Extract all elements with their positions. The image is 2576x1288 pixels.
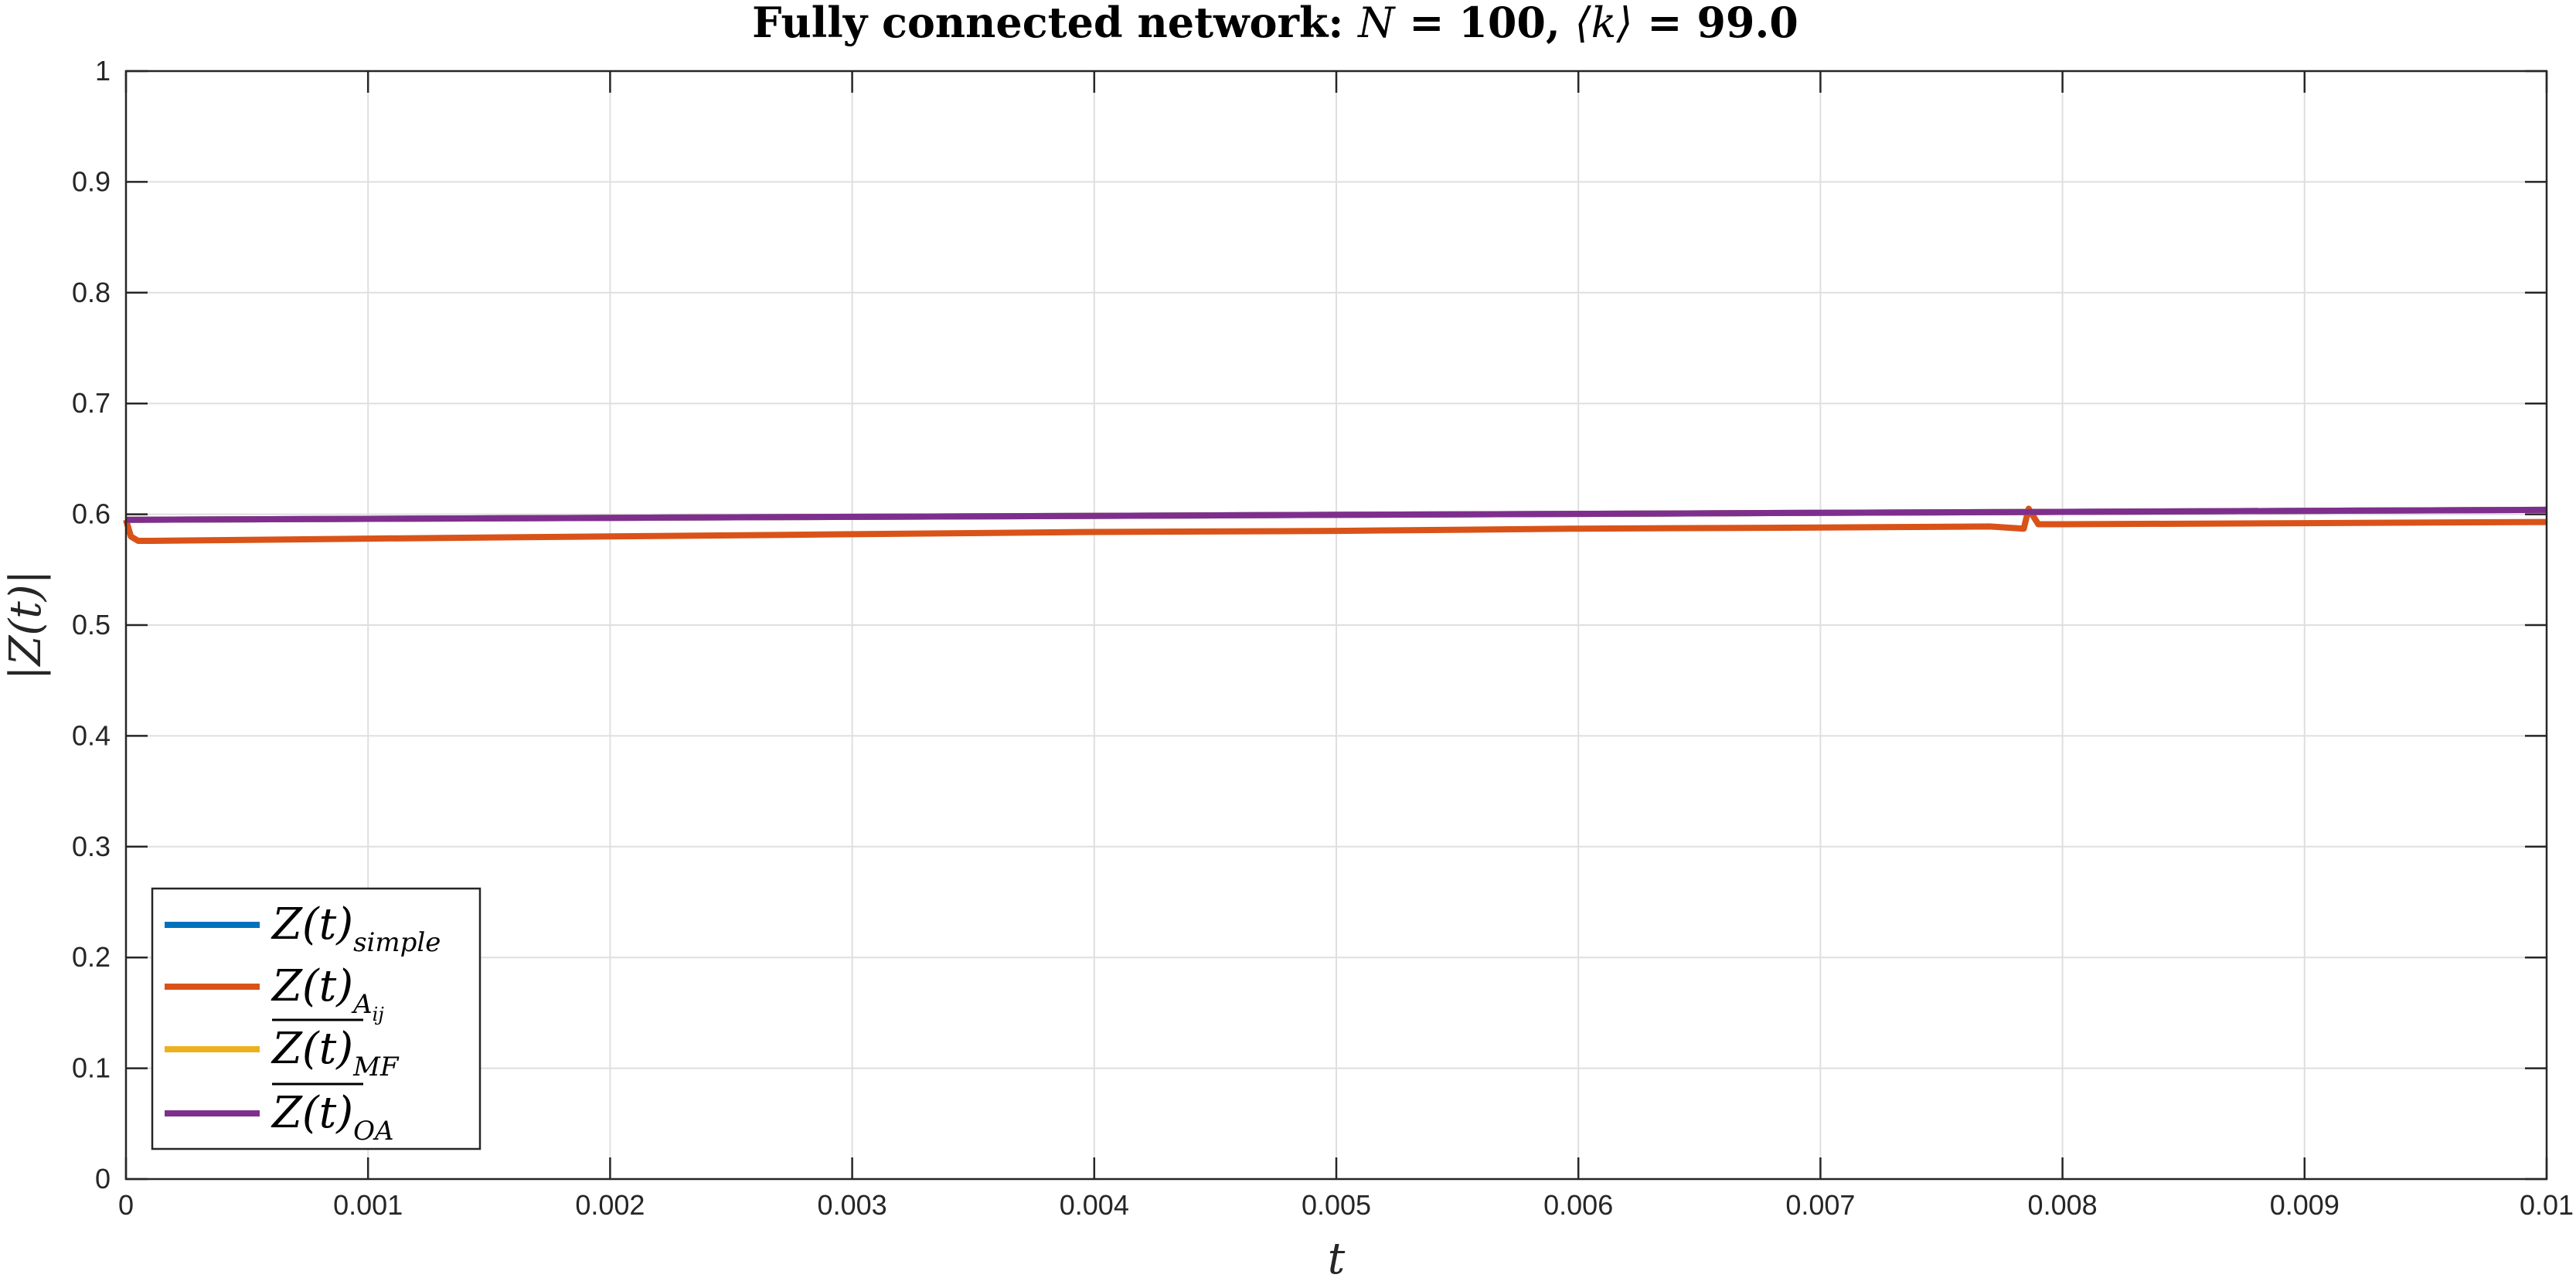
chart-title: Fully connected network: N = 100, ⟨k⟩ = … xyxy=(752,0,1798,47)
x-tick-label: 0.004 xyxy=(1060,1189,1129,1221)
series-line-1 xyxy=(123,505,2547,544)
y-tick-label: 0.6 xyxy=(72,498,111,530)
title-n-eq: = xyxy=(1394,0,1458,47)
x-tick-label: 0.007 xyxy=(1785,1189,1855,1221)
y-tick-label: 1 xyxy=(95,55,111,87)
x-tick-label: 0.002 xyxy=(575,1189,645,1221)
y-tick-label: 0.5 xyxy=(72,609,111,641)
x-tick-label: 0.009 xyxy=(2270,1189,2339,1221)
y-tick-label: 0.4 xyxy=(72,719,111,751)
title-n-value: 100 xyxy=(1458,0,1546,47)
title-k-symbol: ⟨k⟩ xyxy=(1575,0,1633,47)
y-tick-label: 0.8 xyxy=(72,277,111,308)
y-tick-label: 0.3 xyxy=(72,831,111,862)
legend-label-main: Z(t) xyxy=(271,1024,353,1074)
x-tick-label: 0.005 xyxy=(1302,1189,1371,1221)
legend-label-main: Z(t) xyxy=(271,1088,353,1138)
legend-label-sub: simple xyxy=(353,927,441,958)
y-tick-label: 0.7 xyxy=(72,387,111,419)
title-prefix: Fully connected network: xyxy=(752,0,1358,47)
x-axis-label: t xyxy=(1328,1234,1346,1284)
legend-label: Z(t)simple xyxy=(271,899,441,958)
x-tick-label: 0.001 xyxy=(333,1189,403,1221)
title-n-symbol: N xyxy=(1356,0,1396,47)
x-axis: 0 0.001 0.002 0.003 0.004 0.005 0.006 0.007 0.00… xyxy=(118,71,2574,1221)
legend-label: Z(t)OA xyxy=(271,1088,394,1147)
legend-label-sub: A xyxy=(351,989,373,1020)
series-line-3 xyxy=(125,506,2547,523)
legend-label: Z(t)Aij xyxy=(271,961,384,1025)
title-k-eq: = xyxy=(1632,0,1696,47)
x-tick-label: 0.003 xyxy=(818,1189,887,1221)
legend-label-sub: OA xyxy=(353,1116,393,1147)
x-tick-label: 0.01 xyxy=(2520,1189,2574,1221)
y-tick-label: 0 xyxy=(95,1163,111,1195)
y-axis-label: |Z(t)| xyxy=(1,570,51,681)
x-tick-label: 0 xyxy=(118,1189,134,1221)
series-layer xyxy=(123,505,2547,544)
legend-label-main: Z(t) xyxy=(271,961,353,1011)
legend-label-subsub: ij xyxy=(373,1004,385,1025)
y-tick-label: 0.2 xyxy=(72,941,111,973)
y-tick-label: 0.9 xyxy=(72,165,111,197)
legend-label-main: Z(t) xyxy=(271,899,353,950)
legend-label-sub: MF xyxy=(352,1052,400,1082)
legend-label: Z(t)MF xyxy=(271,1024,400,1082)
x-tick-label: 0.008 xyxy=(2028,1189,2098,1221)
y-axis: 0 0.1 0.2 0.3 0.4 0.5 0.6 0.7 0.8 0.9 1 xyxy=(72,55,2547,1195)
x-tick-label: 0.006 xyxy=(1543,1189,1613,1221)
title-k-value: 99.0 xyxy=(1696,0,1798,47)
title-sep: , xyxy=(1546,0,1575,47)
y-tick-label: 0.1 xyxy=(72,1052,111,1084)
